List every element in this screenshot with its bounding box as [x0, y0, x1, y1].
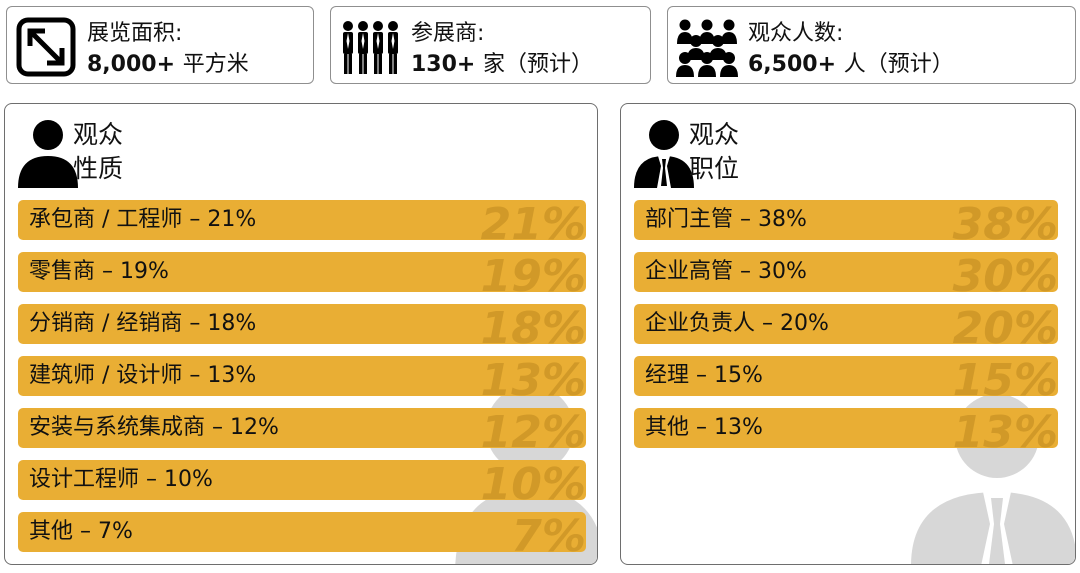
audience-nature-panel: 观众 性质 21% 承包商 / 工程师 – 21% 19% 零售商 – 19% …	[4, 103, 598, 565]
audience-crowd-icon	[676, 19, 738, 77]
background-businessman-silhouette	[911, 394, 1075, 564]
position-row-watermark-pct: 30%	[952, 252, 1058, 292]
audience-position-panel: 观众 职位 38% 部门主管 – 38% 30% 企业高管 – 30% 20% …	[620, 103, 1076, 565]
position-row-watermark-pct: 38%	[952, 200, 1058, 240]
audience-nature-title-line2: 性质	[73, 154, 124, 183]
stat-audience-label: 观众人数:	[748, 21, 844, 46]
nature-row: 21% 承包商 / 工程师 – 21%	[18, 200, 586, 240]
position-row-watermark-pct: 13%	[952, 408, 1058, 448]
stat-exhibitors-label: 参展商:	[411, 21, 485, 46]
stat-card-area: 展览面积: 8,000+ 平方米	[6, 6, 314, 84]
audience-nature-title-line1: 观众	[73, 120, 124, 149]
stat-exhibitors-unit: 家（预计）	[483, 52, 594, 77]
position-row-label: 企业负责人 – 20%	[645, 311, 829, 336]
nature-row: 19% 零售商 – 19%	[18, 252, 586, 292]
position-row-label: 部门主管 – 38%	[645, 207, 807, 232]
nature-row: 13% 建筑师 / 设计师 – 13%	[18, 356, 586, 396]
nature-row-watermark-pct: 18%	[480, 304, 586, 344]
stat-card-exhibitors: 参展商: 130+ 家（预计）	[330, 6, 651, 84]
position-row-watermark-pct: 20%	[952, 304, 1058, 344]
stat-exhibitors-number: 130+	[411, 52, 476, 77]
exhibitors-icon	[343, 21, 398, 74]
stat-area-value: 8,000+ 平方米	[87, 52, 249, 78]
nature-row: 10% 设计工程师 – 10%	[18, 460, 586, 500]
stat-area-unit: 平方米	[182, 52, 249, 77]
stat-area-label: 展览面积:	[87, 21, 183, 46]
nature-row-label: 承包商 / 工程师 – 21%	[29, 207, 257, 232]
nature-row-label: 零售商 – 19%	[29, 259, 169, 284]
stat-audience-unit: 人（预计）	[843, 52, 954, 77]
nature-row-watermark-pct: 7%	[511, 512, 586, 552]
nature-row-label: 安装与系统集成商 – 12%	[29, 415, 279, 440]
stat-audience-number: 6,500+	[748, 52, 837, 77]
position-row: 30% 企业高管 – 30%	[634, 252, 1058, 292]
nature-row: 18% 分销商 / 经销商 – 18%	[18, 304, 586, 344]
position-row-watermark-pct: 15%	[952, 356, 1058, 396]
position-row-label: 经理 – 15%	[645, 363, 763, 388]
nature-row-watermark-pct: 21%	[480, 200, 586, 240]
audience-position-title: 观众 职位	[689, 118, 739, 186]
nature-row-watermark-pct: 19%	[480, 252, 586, 292]
nature-row-label: 建筑师 / 设计师 – 13%	[29, 363, 257, 388]
nature-row-label: 其他 – 7%	[29, 519, 133, 544]
position-row-label: 企业高管 – 30%	[645, 259, 807, 284]
nature-row: 12% 安装与系统集成商 – 12%	[18, 408, 586, 448]
nature-row-label: 设计工程师 – 10%	[29, 467, 213, 492]
nature-row-watermark-pct: 13%	[480, 356, 586, 396]
audience-position-title-line1: 观众	[689, 120, 740, 149]
nature-row: 7% 其他 – 7%	[18, 512, 586, 552]
position-row-label: 其他 – 13%	[645, 415, 763, 440]
nature-row-label: 分销商 / 经销商 – 18%	[29, 311, 257, 336]
position-row: 38% 部门主管 – 38%	[634, 200, 1058, 240]
stat-card-audience: 观众人数: 6,500+ 人（预计）	[667, 6, 1076, 84]
position-row: 20% 企业负责人 – 20%	[634, 304, 1058, 344]
nature-row-watermark-pct: 10%	[480, 460, 586, 500]
position-row: 15% 经理 – 15%	[634, 356, 1058, 396]
expand-arrow-icon	[16, 17, 76, 77]
nature-row-watermark-pct: 12%	[480, 408, 586, 448]
position-row: 13% 其他 – 13%	[634, 408, 1058, 448]
businessman-icon	[634, 120, 694, 188]
stat-audience-value: 6,500+ 人（预计）	[748, 52, 954, 78]
person-icon	[18, 120, 78, 188]
audience-position-title-line2: 职位	[689, 154, 740, 183]
stat-area-number: 8,000+	[87, 52, 176, 77]
stat-exhibitors-value: 130+ 家（预计）	[411, 52, 593, 78]
audience-nature-title: 观众 性质	[73, 118, 123, 186]
